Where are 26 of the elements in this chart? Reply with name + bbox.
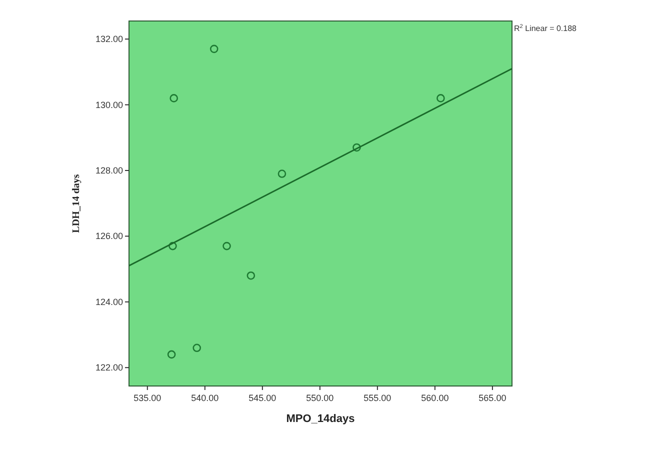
x-tick-label: 560.00 xyxy=(421,393,449,403)
x-tick-label: 545.00 xyxy=(248,393,276,403)
point xyxy=(246,271,256,280)
point xyxy=(222,242,231,250)
x-tick-label: 565.00 xyxy=(478,393,506,403)
y-tick-label: 130.00 xyxy=(95,100,123,110)
y-tick-label: 128.00 xyxy=(95,165,123,176)
x-tick-label: 540.00 xyxy=(191,393,219,403)
point xyxy=(167,350,176,359)
y-tick-label: 126.00 xyxy=(95,231,123,242)
point xyxy=(278,170,286,178)
point xyxy=(192,344,202,352)
y-tick-label: 122.00 xyxy=(95,362,123,373)
x-tick-label: 550.00 xyxy=(306,393,334,403)
y-axis-title: LDH_14 days xyxy=(71,174,82,233)
text: R$^{2}$ Linear = 0.188 xyxy=(514,24,578,33)
x-axis-title: MPO_14days xyxy=(286,413,355,425)
x-tick-label: 555.00 xyxy=(364,393,392,403)
point xyxy=(170,94,178,102)
y-tick-label: 124.00 xyxy=(95,296,123,307)
y-tick-label: 132.00 xyxy=(95,34,123,44)
x-tick-label: 535.00 xyxy=(134,393,162,403)
point xyxy=(352,143,361,152)
point xyxy=(436,94,445,102)
point xyxy=(168,242,177,250)
point xyxy=(210,44,218,54)
